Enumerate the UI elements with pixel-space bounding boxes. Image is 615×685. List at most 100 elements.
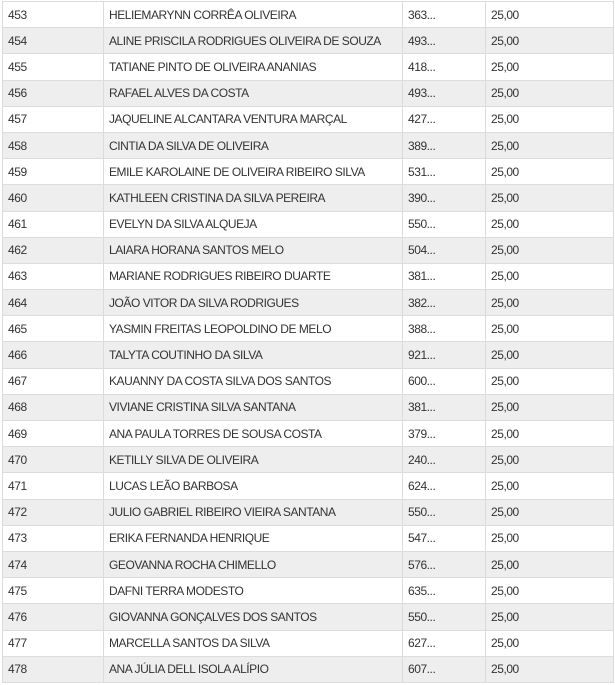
- row-number: 466: [2, 341, 104, 369]
- candidate-name: ERIKA FERNANDA HENRIQUE: [103, 524, 403, 552]
- table-row: 461 EVELYN DA SILVA ALQUEJA 550... 25,00: [2, 210, 614, 238]
- truncated-code: 390...: [402, 184, 486, 212]
- candidate-name: ANA PAULA TORRES DE SOUSA COSTA: [103, 419, 403, 448]
- truncated-code: 547...: [402, 524, 486, 552]
- score: 25,00: [485, 0, 614, 29]
- truncated-code: 504...: [402, 236, 486, 264]
- truncated-code: 576...: [402, 550, 486, 579]
- candidate-name: YASMIN FREITAS LEOPOLDINO DE MELO: [103, 315, 403, 343]
- score: 25,00: [485, 236, 614, 264]
- row-number: 453: [2, 0, 104, 29]
- truncated-code: 921...: [402, 341, 486, 369]
- truncated-code: 531...: [402, 158, 486, 186]
- candidate-name: JAQUELINE ALCANTARA VENTURA MARÇAL: [103, 105, 403, 133]
- row-number: 478: [2, 655, 104, 683]
- score: 25,00: [485, 629, 614, 657]
- candidate-name: MARIANE RODRIGUES RIBEIRO DUARTE: [103, 262, 403, 291]
- score: 25,00: [485, 105, 614, 133]
- truncated-code: 635...: [402, 577, 486, 605]
- candidate-name: EVELYN DA SILVA ALQUEJA: [103, 210, 403, 238]
- candidate-name: KETILLY SILVA DE OLIVEIRA: [103, 446, 403, 474]
- table-row: 470 KETILLY SILVA DE OLIVEIRA 240... 25,00: [2, 446, 614, 474]
- truncated-code: 379...: [402, 419, 486, 448]
- truncated-code: 600...: [402, 367, 486, 395]
- row-number: 475: [2, 577, 104, 605]
- row-number: 474: [2, 550, 104, 579]
- candidate-name: TATIANE PINTO DE OLIVEIRA ANANIAS: [103, 53, 403, 81]
- candidate-name: JOÃO VITOR DA SILVA RODRIGUES: [103, 289, 403, 317]
- table-row: 457 JAQUELINE ALCANTARA VENTURA MARÇAL 427…: [2, 105, 614, 133]
- truncated-code: 607...: [402, 655, 486, 683]
- candidate-name: RAFAEL ALVES DA COSTA: [103, 79, 403, 107]
- score: 25,00: [485, 315, 614, 343]
- score: 25,00: [485, 184, 614, 212]
- score: 25,00: [485, 655, 614, 683]
- row-number: 465: [2, 315, 104, 343]
- table-row: 468 VIVIANE CRISTINA SILVA SANTANA 381... 2…: [2, 393, 614, 422]
- candidate-name: EMILE KAROLAINE DE OLIVEIRA RIBEIRO SILV…: [103, 158, 403, 186]
- score: 25,00: [485, 131, 614, 160]
- score: 25,00: [485, 27, 614, 55]
- truncated-code: 381...: [402, 262, 486, 291]
- row-number: 462: [2, 236, 104, 264]
- row-number: 458: [2, 131, 104, 160]
- truncated-code: 388...: [402, 315, 486, 343]
- row-number: 477: [2, 629, 104, 657]
- table-row: 453 HELIEMARYNN CORRÊA OLIVEIRA 363... 25,0…: [2, 0, 614, 29]
- candidate-name: ALINE PRISCILA RODRIGUES OLIVEIRA DE SOU…: [103, 27, 403, 55]
- candidate-name: ANA JÚLIA DELL ISOLA ALÍPIO: [103, 655, 403, 683]
- candidate-name: HELIEMARYNN CORRÊA OLIVEIRA: [103, 0, 403, 29]
- truncated-code: 240...: [402, 446, 486, 474]
- row-number: 469: [2, 419, 104, 448]
- table-row: 464 JOÃO VITOR DA SILVA RODRIGUES 382... 25…: [2, 289, 614, 317]
- table-row: 456 RAFAEL ALVES DA COSTA 493... 25,00: [2, 79, 614, 107]
- row-number: 473: [2, 524, 104, 552]
- truncated-code: 493...: [402, 79, 486, 107]
- candidate-name: VIVIANE CRISTINA SILVA SANTANA: [103, 393, 403, 422]
- truncated-code: 493...: [402, 27, 486, 55]
- score: 25,00: [485, 289, 614, 317]
- candidate-name: LAIARA HORANA SANTOS MELO: [103, 236, 403, 264]
- score: 25,00: [485, 419, 614, 448]
- table-row: 475 DAFNI TERRA MODESTO 635... 25,00: [2, 577, 614, 605]
- row-number: 467: [2, 367, 104, 395]
- candidate-name: DAFNI TERRA MODESTO: [103, 577, 403, 605]
- score: 25,00: [485, 393, 614, 422]
- score: 25,00: [485, 341, 614, 369]
- score: 25,00: [485, 550, 614, 579]
- table-row: 454 ALINE PRISCILA RODRIGUES OLIVEIRA DE …: [2, 27, 614, 55]
- score: 25,00: [485, 498, 614, 526]
- table-row: 474 GEOVANNA ROCHA CHIMELLO 576... 25,00: [2, 550, 614, 579]
- candidate-name: GEOVANNA ROCHA CHIMELLO: [103, 550, 403, 579]
- truncated-code: 550...: [402, 210, 486, 238]
- table-row: 477 MARCELLA SANTOS DA SILVA 627... 25,00: [2, 629, 614, 657]
- row-number: 464: [2, 289, 104, 317]
- row-number: 455: [2, 53, 104, 81]
- candidate-name: KAUANNY DA COSTA SILVA DOS SANTOS: [103, 367, 403, 395]
- table-row: 462 LAIARA HORANA SANTOS MELO 504... 25,00: [2, 236, 614, 264]
- score: 25,00: [485, 367, 614, 395]
- truncated-code: 363...: [402, 0, 486, 29]
- candidate-name: LUCAS LEÃO BARBOSA: [103, 472, 403, 500]
- row-number: 456: [2, 79, 104, 107]
- row-number: 468: [2, 393, 104, 422]
- truncated-code: 550...: [402, 603, 486, 631]
- score: 25,00: [485, 210, 614, 238]
- row-number: 470: [2, 446, 104, 474]
- table-row: 469 ANA PAULA TORRES DE SOUSA COSTA 379...…: [2, 419, 614, 448]
- score: 25,00: [485, 446, 614, 474]
- truncated-code: 418...: [402, 53, 486, 81]
- table-row: 458 CINTIA DA SILVA DE OLIVEIRA 389... 25,0…: [2, 131, 614, 160]
- table-row: 473 ERIKA FERNANDA HENRIQUE 547... 25,00: [2, 524, 614, 552]
- score: 25,00: [485, 262, 614, 291]
- candidate-name: GIOVANNA GONÇALVES DOS SANTOS: [103, 603, 403, 631]
- truncated-code: 381...: [402, 393, 486, 422]
- row-number: 476: [2, 603, 104, 631]
- row-number: 459: [2, 158, 104, 186]
- table-row: 471 LUCAS LEÃO BARBOSA 624... 25,00: [2, 472, 614, 500]
- truncated-code: 427...: [402, 105, 486, 133]
- candidate-name: JULIO GABRIEL RIBEIRO VIEIRA SANTANA: [103, 498, 403, 526]
- table-row: 478 ANA JÚLIA DELL ISOLA ALÍPIO 607... 25,0…: [2, 655, 614, 683]
